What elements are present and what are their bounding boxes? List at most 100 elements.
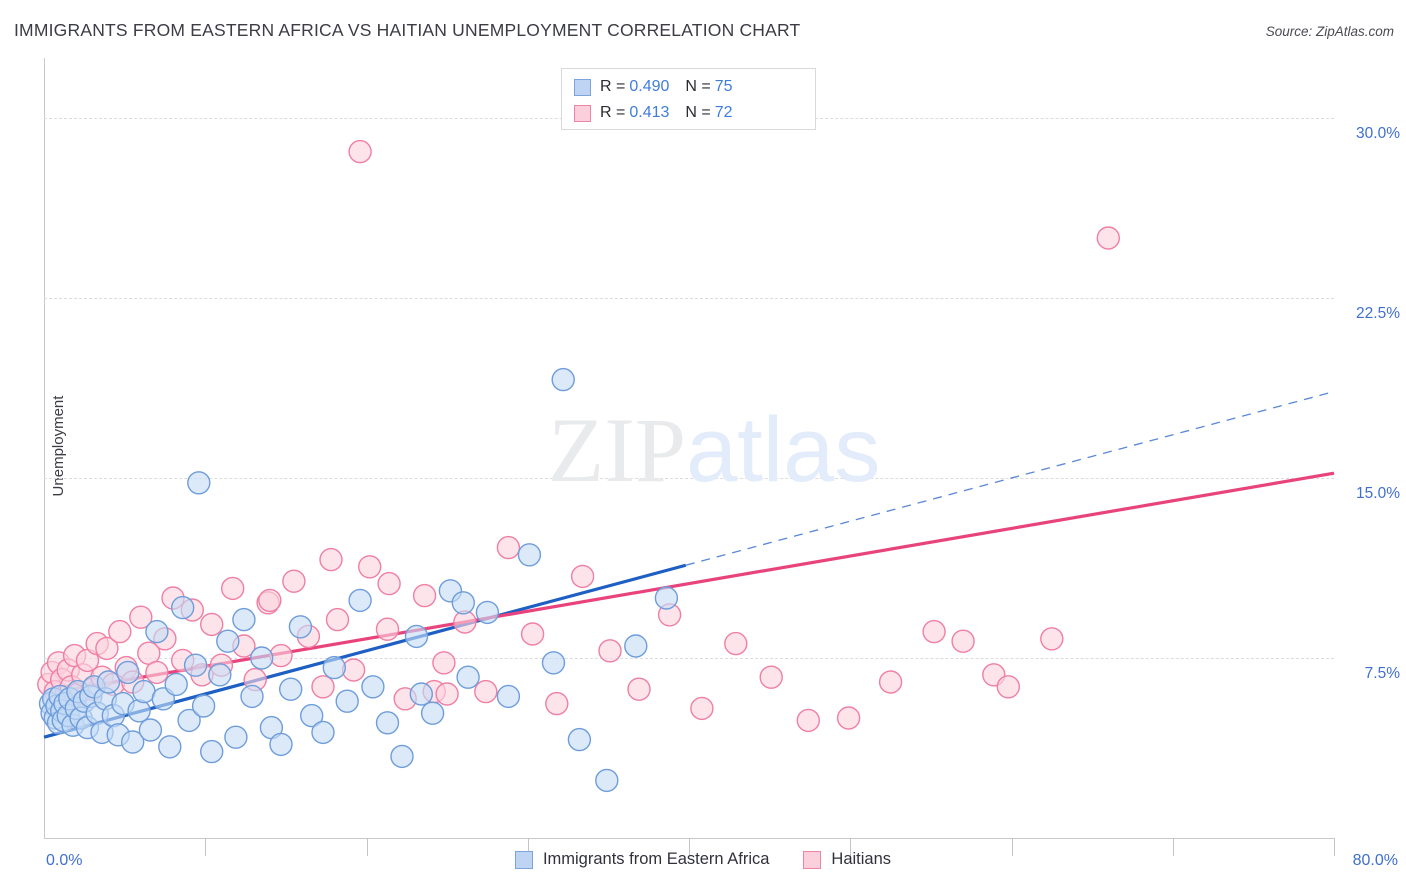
y-axis-tick-label: 30.0% — [1356, 125, 1400, 142]
scatter-point — [348, 588, 372, 613]
gridline — [44, 478, 1334, 479]
scatter-point — [541, 651, 566, 675]
series-swatch-blue-icon — [574, 78, 591, 96]
scatter-point — [95, 636, 119, 661]
scatter-point — [409, 682, 433, 706]
scatter-point — [335, 689, 359, 713]
r-label-pink: R = — [600, 104, 626, 121]
y-axis-tick-label: 7.5% — [1364, 665, 1400, 682]
n-value-pink: 72 — [714, 104, 733, 121]
scatter-point — [1096, 226, 1121, 250]
legend-label-haitians: Haitians — [831, 850, 892, 868]
scatter-point — [269, 643, 293, 668]
scatter-point — [191, 694, 216, 718]
scatter-point — [358, 555, 382, 579]
x-axis-tick — [527, 838, 529, 856]
scatter-point — [129, 605, 153, 629]
scatter-point — [432, 651, 456, 675]
scatter-point — [627, 677, 651, 701]
scatter-point — [922, 619, 946, 644]
scatter-point — [300, 703, 324, 728]
source-attribution: Source: ZipAtlas.com — [1265, 24, 1394, 39]
n-value-blue: 75 — [714, 78, 733, 95]
x-axis-tick — [205, 838, 207, 856]
scatter-point — [496, 684, 521, 709]
scatter-point — [311, 675, 335, 699]
r-value-blue: 0.490 — [629, 78, 670, 95]
x-axis-min-label: 0.0% — [46, 852, 83, 869]
scatter-point — [108, 619, 132, 644]
scatter-point — [375, 711, 400, 735]
scatter-point — [220, 576, 245, 601]
scatter-point — [759, 665, 783, 689]
scatter-point — [517, 543, 542, 567]
legend-swatch-blue-icon — [514, 850, 533, 869]
n-label-blue: N = — [685, 78, 711, 95]
scatter-point — [348, 139, 372, 164]
y-axis-tick-label: 22.5% — [1356, 305, 1400, 322]
trendline-solid — [43, 563, 687, 739]
r-label-blue: R = — [600, 78, 626, 95]
stats-row-pink: R = 0.413 N = 72 — [574, 100, 803, 126]
scatter-point — [279, 677, 303, 701]
x-axis-max-label: 80.0% — [1352, 852, 1398, 869]
x-axis-tick — [850, 838, 852, 856]
scatter-point — [435, 682, 459, 706]
scatter-point — [420, 701, 445, 725]
scatter-point — [120, 730, 145, 754]
scatter-point — [520, 622, 545, 646]
scatter-point — [138, 718, 163, 742]
scatter-point — [412, 583, 437, 608]
scatter-point — [319, 547, 343, 572]
scatter-point — [164, 672, 188, 697]
scatter-point — [474, 679, 498, 704]
scatter-point — [250, 646, 274, 670]
scatter-point — [724, 631, 748, 656]
trendline-dashed-extrapolation — [685, 390, 1335, 566]
gridline — [44, 298, 1334, 299]
stats-row-blue: R = 0.490 N = 75 — [574, 74, 803, 100]
scatter-point — [183, 653, 208, 677]
y-axis-line — [44, 58, 45, 838]
scatter-point — [187, 471, 211, 495]
y-axis-tick-label: 15.0% — [1356, 485, 1400, 502]
scatter-point — [475, 600, 500, 625]
scatter-point — [375, 617, 400, 641]
scatter-point — [404, 624, 429, 649]
scatter-point — [361, 675, 385, 699]
scatter-point — [1040, 627, 1064, 651]
scatter-point — [451, 591, 475, 615]
scatter-point — [170, 595, 195, 620]
legend-item-haitians[interactable]: Haitians — [803, 850, 891, 869]
scatter-point — [232, 607, 256, 632]
scatter-point — [208, 663, 232, 687]
scatter-point — [145, 660, 169, 685]
scatter-point — [545, 691, 569, 716]
scatter-point — [145, 619, 169, 644]
scatter-point — [390, 744, 414, 769]
x-axis-tick — [366, 838, 368, 856]
scatter-point — [456, 665, 480, 689]
scatter-point — [224, 725, 248, 749]
scatter-point — [322, 655, 346, 680]
scatter-point — [199, 739, 224, 764]
scatter-point — [258, 588, 282, 613]
scatter-point — [341, 658, 366, 682]
scatter-point — [269, 732, 293, 757]
scatter-point — [836, 706, 861, 730]
scatter-point — [311, 720, 335, 745]
scatter-point — [567, 727, 592, 752]
series-legend: Immigrants from Eastern Africa Haitians — [0, 850, 1406, 869]
statistics-legend: R = 0.490 N = 75 R = 0.413 N = 72 — [561, 68, 816, 130]
scatter-point — [116, 660, 140, 685]
scatter-point — [177, 708, 201, 733]
scatter-point — [598, 639, 622, 663]
scatter-point — [690, 696, 714, 721]
scatter-point — [127, 699, 151, 723]
scatter-point — [654, 586, 679, 610]
scatter-point — [796, 708, 820, 733]
scatter-point — [496, 535, 521, 560]
scatter-point — [216, 629, 240, 653]
legend-item-immigrants[interactable]: Immigrants from Eastern Africa — [514, 850, 769, 869]
